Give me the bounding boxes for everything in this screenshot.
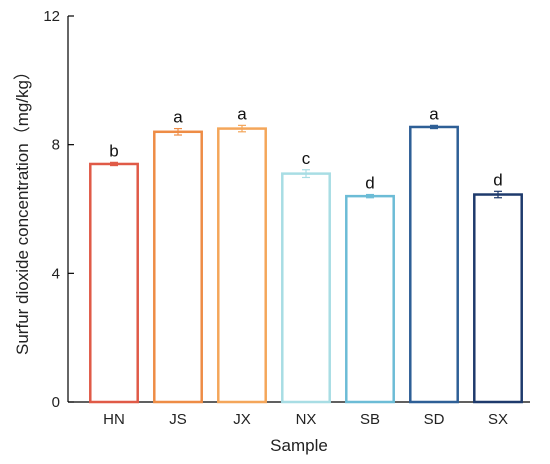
bar-JS	[153, 130, 203, 404]
x-tick-label-SX: SX	[488, 411, 508, 428]
bars: b a a c d a d	[89, 104, 523, 404]
significance-label-NX: c	[302, 149, 311, 168]
x-tick-label-JX: JX	[233, 411, 251, 428]
bar-NX	[281, 172, 331, 404]
y-ticks: 0 4 8 12	[43, 8, 74, 411]
x-tick-label-HN: HN	[103, 411, 125, 428]
bar-SB	[345, 194, 395, 404]
x-tick-label-JS: JS	[169, 411, 187, 428]
y-tick-label: 12	[43, 8, 60, 25]
significance-label-SD: a	[429, 104, 439, 123]
y-tick-label: 8	[52, 137, 60, 154]
bar-HN	[89, 162, 139, 404]
bar-JX	[217, 127, 267, 404]
significance-label-SB: d	[365, 174, 374, 193]
x-tick-label-SD: SD	[424, 411, 445, 428]
y-axis-title: Surfur dioxide concentration（mg/kg）	[13, 63, 32, 355]
significance-label-SX: d	[493, 170, 502, 189]
bar-SD	[409, 125, 459, 404]
significance-label-HN: b	[109, 141, 118, 160]
y-tick-label: 4	[52, 265, 60, 282]
significance-label-JS: a	[173, 108, 183, 127]
significance-label-JX: a	[237, 104, 247, 123]
x-tick-label-SB: SB	[360, 411, 380, 428]
x-tick-label-NX: NX	[296, 411, 317, 428]
bar-SX	[473, 193, 523, 404]
x-ticks: HN JS JX NX SB SD SX	[103, 411, 508, 428]
y-tick-label: 0	[52, 394, 60, 411]
x-axis-title: Sample	[270, 436, 328, 455]
